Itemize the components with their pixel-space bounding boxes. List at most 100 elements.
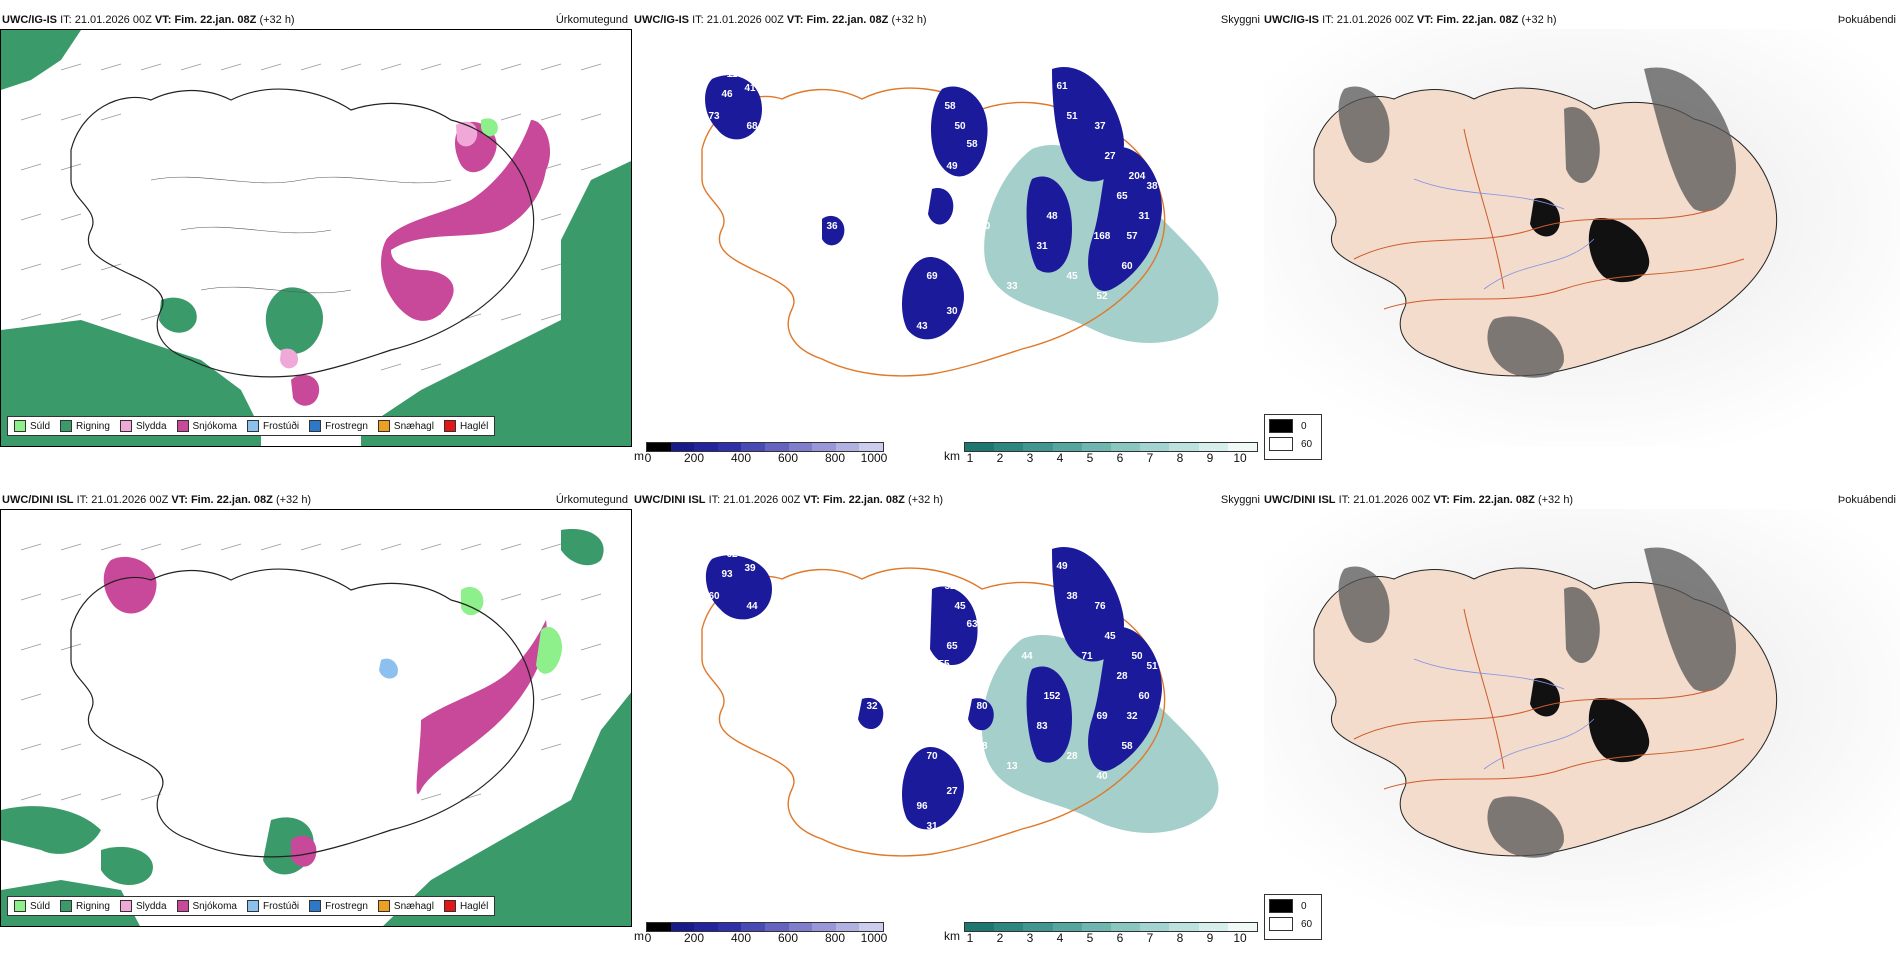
- rain-areas: [1, 30, 631, 446]
- legend-item: Snæhagl: [377, 900, 434, 912]
- scale-tick: 3: [1026, 931, 1034, 945]
- cloud-base-value: 80: [976, 701, 988, 712]
- cloud-base-value: 58: [944, 101, 956, 112]
- scale-unit: m: [634, 449, 644, 463]
- it-label: IT:: [1338, 494, 1351, 506]
- cloud-base-value: 49: [1056, 561, 1068, 572]
- legend-label: Frostúði: [262, 420, 300, 432]
- cloud-base-value: 58: [966, 139, 978, 150]
- it-value: 21.01.2026 00Z: [1353, 494, 1431, 506]
- cloud-base-value: 83: [1036, 721, 1048, 732]
- scale-tick: 5: [1086, 451, 1094, 465]
- cloud-visibility-panel: UWC/DINI ISL IT: 21.01.2026 00Z VT: Fim.…: [632, 492, 1264, 945]
- rivers: [1413, 178, 1595, 290]
- cloud-base-value: 30: [946, 306, 958, 317]
- cloud-base-value: 52: [944, 581, 956, 592]
- cloud-base-scale: m 0 200 400 600 800 1000: [634, 922, 894, 945]
- scale-unit: km: [944, 449, 960, 463]
- legend-item: Frostregn: [309, 900, 368, 912]
- cloud-base-value: 65: [1116, 191, 1128, 202]
- scale-tick: 1000: [860, 931, 888, 945]
- vt-value: Fim. 22.jan. 08Z: [1452, 494, 1535, 506]
- model-name: UWC/DINI ISL: [2, 494, 74, 506]
- cloud-base-value: 45: [1066, 271, 1078, 282]
- legend-item: 60: [1265, 433, 1321, 451]
- panel-title: Skyggni: [1220, 14, 1260, 26]
- vt-value: Fim. 22.jan. 08Z: [190, 494, 273, 506]
- scale-tick: 200: [683, 931, 705, 945]
- scale-bar: [964, 442, 1258, 452]
- fog-index-panel: UWC/DINI ISL IT: 21.01.2026 00Z VT: Fim.…: [1264, 492, 1900, 944]
- cloud-base-value: 45: [1104, 631, 1116, 642]
- legend-swatch: [176, 420, 189, 432]
- it-value: 21.01.2026 00Z: [723, 494, 801, 506]
- cloud-base-value: 32: [906, 396, 918, 407]
- cloud-base-value: 116: [864, 221, 881, 232]
- vt-label: VT:: [171, 494, 188, 506]
- lead-time: (+32 h): [259, 14, 295, 26]
- iceland-outline: [70, 568, 535, 858]
- it-value: 21.01.2026 00Z: [1336, 14, 1414, 26]
- scale-tick: 8: [1176, 451, 1184, 465]
- cloud-base-value: 65: [946, 641, 958, 652]
- cloud-base-value: 63: [966, 619, 978, 630]
- cloud-base-value: 51: [1066, 111, 1078, 122]
- cloud-visibility-panel: UWC/IG-IS IT: 21.01.2026 00Z VT: Fim. 22…: [632, 12, 1264, 465]
- vt-label: VT:: [154, 14, 172, 26]
- panel-title: Þokuábendi: [1837, 494, 1896, 506]
- legend-swatch: [246, 900, 259, 912]
- cloud-base-value: 204: [1129, 171, 1146, 182]
- legend-item: Haglél: [443, 420, 488, 432]
- scale-unit: m: [634, 929, 644, 943]
- legend-label: Slydda: [135, 420, 167, 432]
- vt-value: Fim. 22.jan. 08Z: [822, 494, 905, 506]
- cloud-base-value: 68: [746, 121, 758, 132]
- legend-label: Snjókoma: [192, 900, 237, 912]
- legend-swatch: [443, 900, 456, 912]
- legend-swatch: [309, 420, 322, 432]
- fog-map: [1264, 509, 1900, 927]
- it-label: IT:: [76, 494, 89, 506]
- cloud-base-value: 49: [946, 161, 958, 172]
- precip-map: Súld Rigning Slydda Snjókoma Frostúði Fr…: [0, 29, 632, 447]
- cloud-base-value: 69: [926, 271, 938, 282]
- legend-item: Súld: [14, 420, 50, 432]
- scale-bar: [646, 442, 884, 452]
- cloud-base-value: 50: [1131, 651, 1143, 662]
- fog-legend: 0 60: [1264, 414, 1322, 460]
- fog-legend: 0 60: [1264, 894, 1322, 940]
- cloud-base-value: 38: [1146, 181, 1158, 192]
- legend-swatch: [176, 900, 189, 912]
- cloud-base-value: 13: [1006, 761, 1018, 772]
- panel-header: UWC/DINI ISL IT: 21.01.2026 00Z VT: Fim.…: [1264, 492, 1896, 508]
- cloud-base-value: 31: [1138, 211, 1150, 222]
- cloud-base-value: 50: [954, 121, 966, 132]
- precip-legend: Súld Rigning Slydda Snjókoma Frostúði Fr…: [7, 416, 496, 436]
- cloud-base-value: 43: [916, 321, 928, 332]
- freezing-drizzle-areas: [379, 658, 398, 679]
- cloud-base-value: 60: [1138, 691, 1150, 702]
- it-value: 21.01.2026 00Z: [91, 494, 169, 506]
- cloud-base-value: 36: [826, 221, 838, 232]
- legend-label: Frostregn: [325, 420, 368, 432]
- fog-dark: [1530, 198, 1650, 283]
- cloud-base-value: 34: [1031, 611, 1043, 622]
- cloud-base-value: 40: [956, 831, 968, 842]
- cloud-base-value: 30: [1106, 561, 1118, 572]
- legend-swatch: [1269, 437, 1293, 451]
- scale-tick: 9: [1206, 931, 1214, 945]
- fog-map: [1264, 29, 1900, 447]
- cloud-base-value: 60: [1121, 261, 1133, 272]
- legend-swatch: [14, 420, 26, 432]
- cloud-base-value: 76: [1094, 601, 1106, 612]
- iceland-outline: [70, 88, 535, 378]
- legend-swatch: [377, 900, 390, 912]
- legend-item: Frostregn: [309, 420, 368, 432]
- panel-header: UWC/DINI ISL IT: 21.01.2026 00Z VT: Fim.…: [634, 492, 1260, 508]
- legend-label: Rigning: [76, 420, 110, 432]
- scale-tick: 200: [683, 451, 705, 465]
- cloud-base-value: 57: [1126, 231, 1138, 242]
- scale-tick: 9: [1206, 451, 1214, 465]
- cloud-base-value: 46: [721, 89, 733, 100]
- panel-header: UWC/IG-IS IT: 21.01.2026 00Z VT: Fim. 22…: [2, 12, 628, 28]
